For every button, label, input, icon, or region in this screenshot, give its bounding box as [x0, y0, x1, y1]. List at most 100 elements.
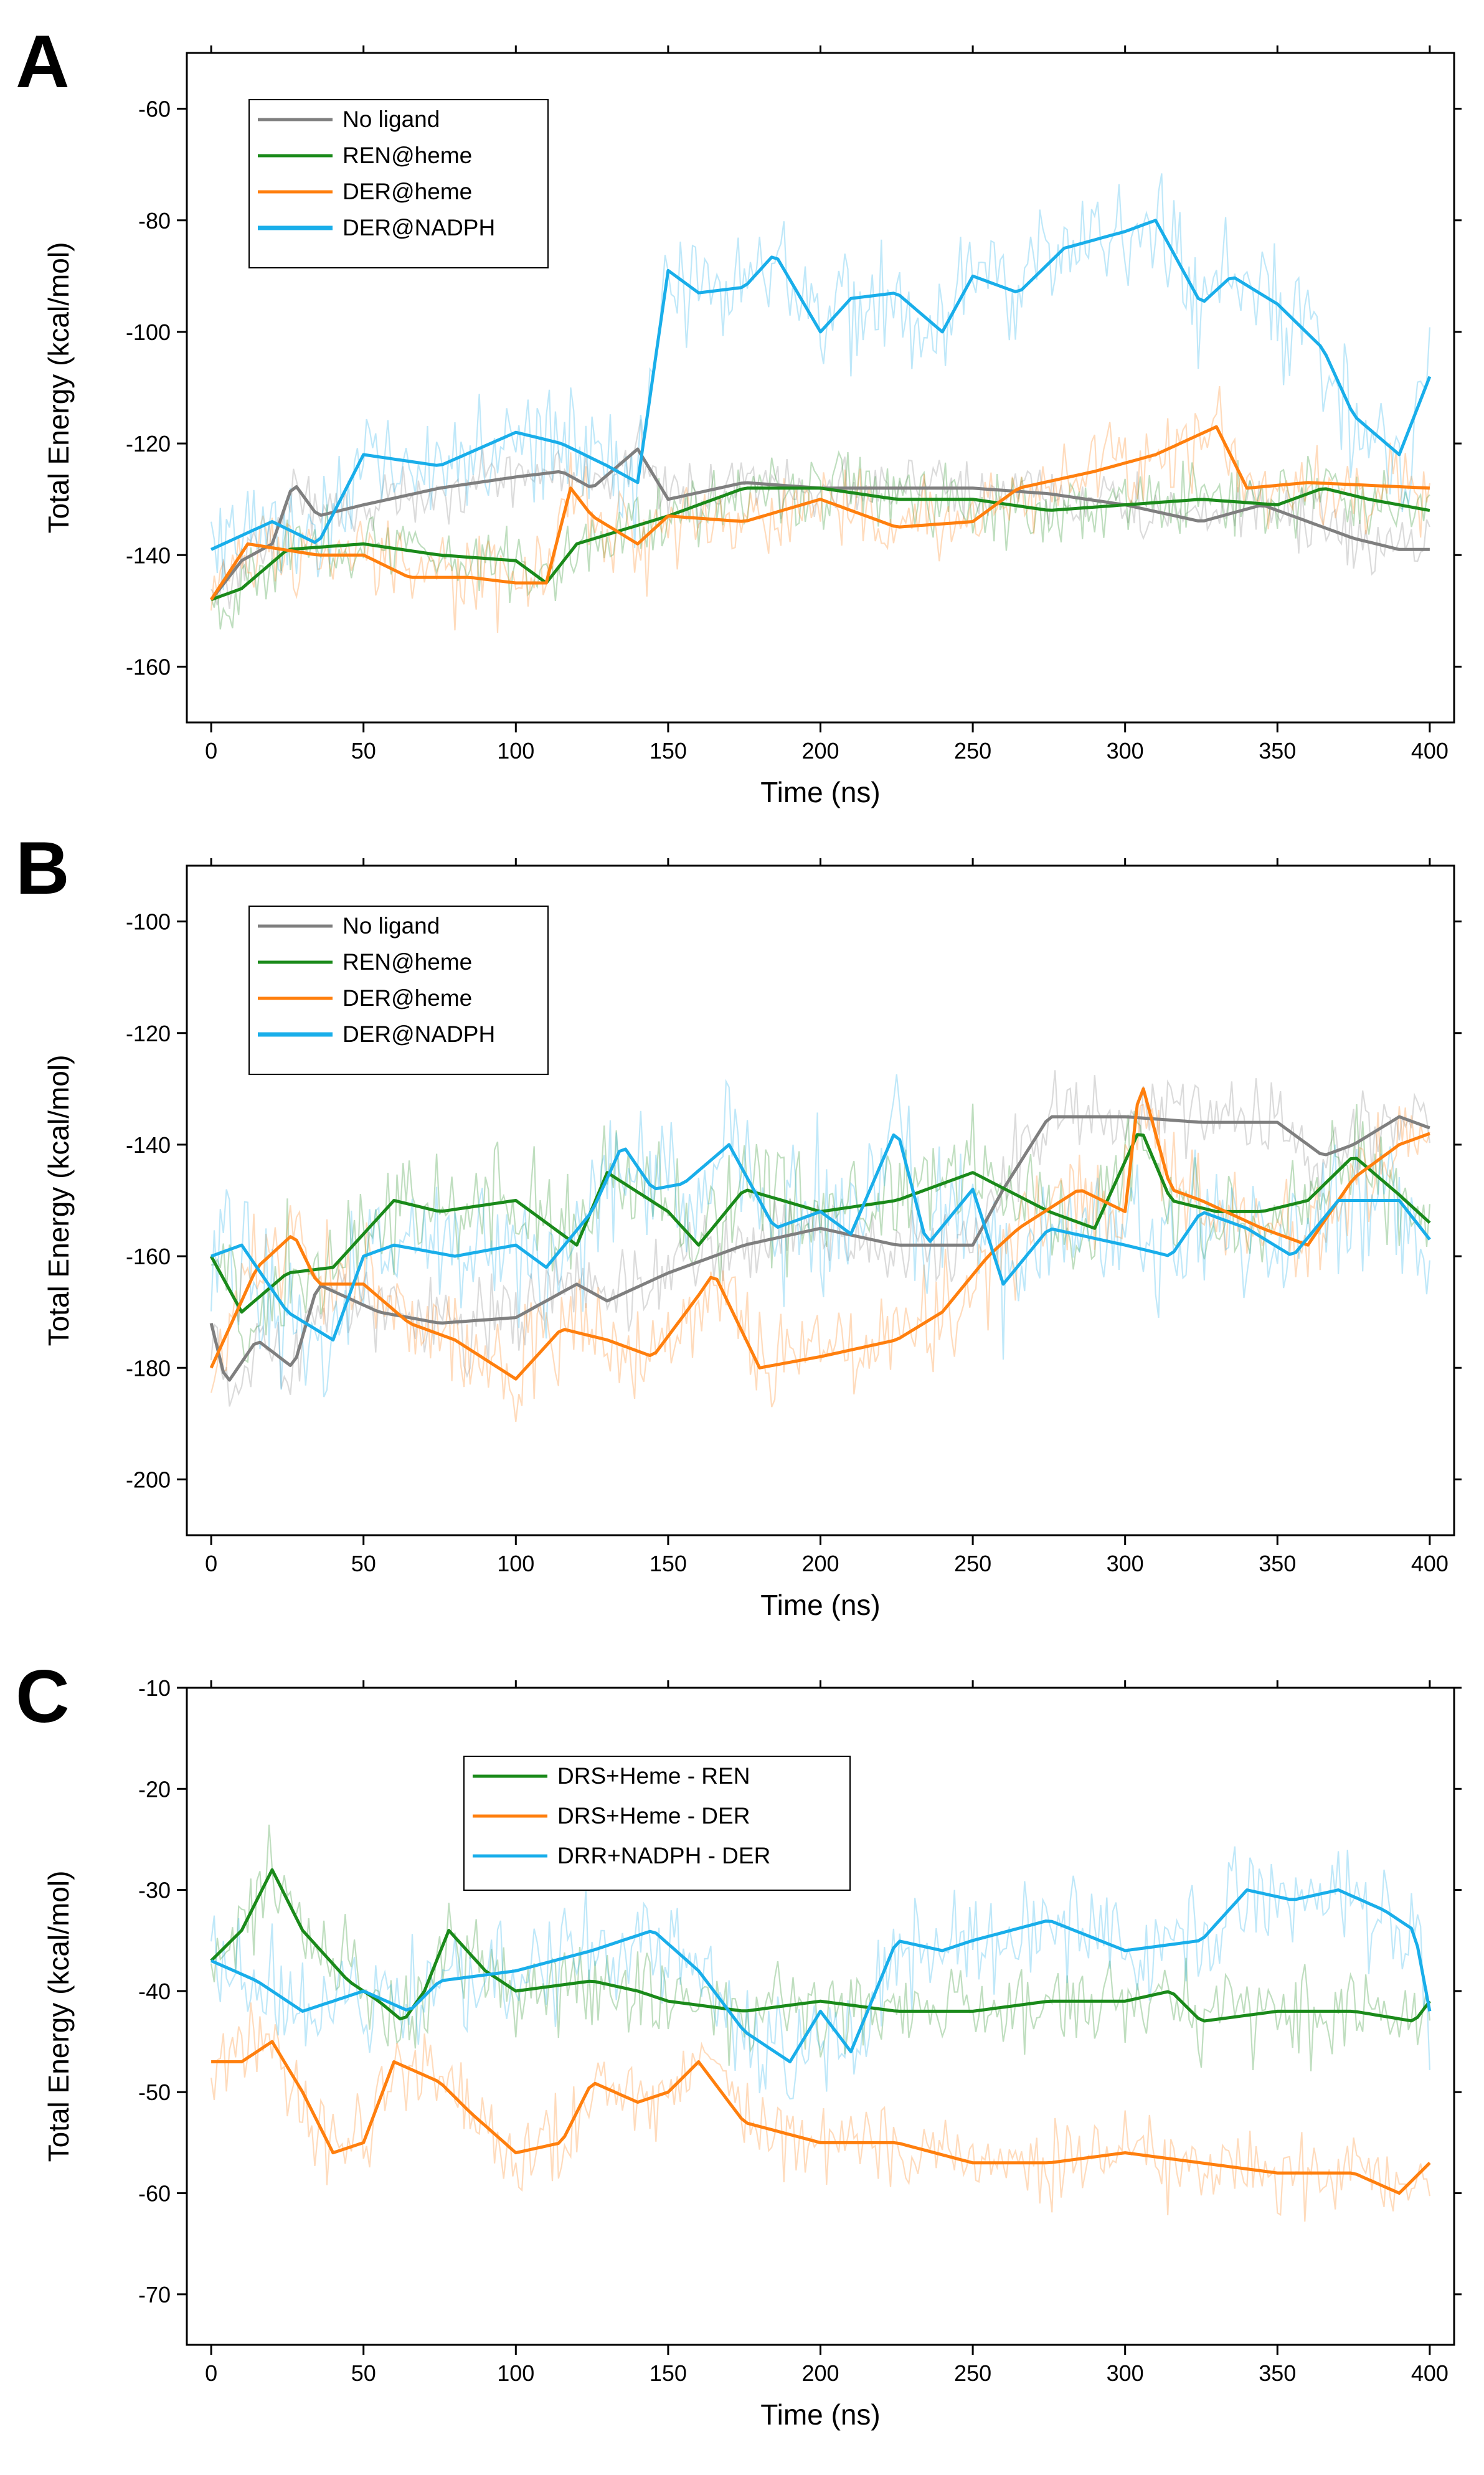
panel-a: A 0 50 100 150 200 250 300 350 400 -160 -140 -120 -10…: [16, 20, 1462, 808]
legend-entry: DRS+Heme - DER: [557, 1803, 750, 1829]
series-line-3: [210, 1888, 1432, 2063]
smoothed-traces: [210, 219, 1432, 602]
y-tick-label: -100: [126, 319, 171, 345]
legend-entry: DER@NADPH: [343, 1021, 495, 1047]
series-line-2: [209, 1133, 1431, 1314]
legend-entry: DER@NADPH: [343, 215, 495, 240]
x-tick-label: 400: [1411, 738, 1449, 764]
raw-trace-1: [210, 1070, 1430, 1407]
series-line-4: [210, 1133, 1431, 1342]
y-tick-label: -120: [126, 1021, 171, 1046]
x-tick-label: 0: [205, 1551, 217, 1576]
x-tick-label: 250: [954, 738, 991, 764]
legend: No ligand REN@heme DER@heme DER@NADPH: [248, 906, 549, 1075]
x-tick-label: 150: [650, 2360, 687, 2386]
panel-letter: A: [16, 20, 70, 103]
raw-trace-2: [210, 2002, 1430, 2222]
x-tick-label: 400: [1411, 1551, 1449, 1576]
legend: DRS+Heme - REN DRS+Heme - DER DRR+NADPH - …: [463, 1756, 851, 1891]
x-tick-label: 200: [801, 738, 839, 764]
raw-trace-2: [210, 1104, 1430, 1363]
raw-trace-4: [210, 173, 1430, 590]
series-line-3: [210, 425, 1430, 601]
y-tick-label: -140: [126, 1132, 171, 1158]
series-line-3: [209, 1087, 1430, 1381]
panel-c: C 0 50 100 150 200 250 300 350 400 -70 -60 -50 -40 -30…: [16, 1655, 1462, 2431]
x-tick-label: 100: [497, 738, 534, 764]
x-tick-label: 50: [351, 2360, 376, 2386]
y-tick-label: -60: [138, 97, 171, 122]
raw-trace-2: [210, 450, 1430, 630]
x-tick-label: 250: [954, 1551, 991, 1576]
x-tick-label: 400: [1411, 2360, 1449, 2386]
legend-entry: No ligand: [343, 106, 440, 132]
y-axis-title: Total Energy (kcal/mol): [42, 1055, 75, 1346]
legend-entry: DER@heme: [343, 179, 472, 204]
smoothed-traces: [209, 1087, 1431, 1382]
smoothed-traces: [210, 1868, 1432, 2195]
legend-box: [248, 99, 549, 268]
y-tick-label: -160: [126, 654, 171, 679]
y-tick-label: -140: [126, 542, 171, 568]
x-axis-title: Time (ns): [760, 776, 881, 808]
legend-entry: DRS+Heme - REN: [557, 1763, 750, 1789]
raw-trace-1: [210, 1824, 1430, 2071]
x-tick-label: 250: [954, 2360, 991, 2386]
x-tick-label: 300: [1107, 738, 1144, 764]
y-axis-title: Total Energy (kcal/mol): [42, 1871, 75, 2162]
raw-traces: [210, 1070, 1430, 1422]
series-line-1: [209, 1115, 1430, 1382]
x-tick-label: 300: [1107, 1551, 1144, 1576]
legend-entry: REN@heme: [343, 949, 472, 975]
x-tick-label: 150: [650, 1551, 687, 1576]
legend-entry: DRR+NADPH - DER: [557, 1843, 770, 1868]
x-tick-label: 50: [351, 738, 376, 764]
y-tick-label: -80: [138, 208, 171, 234]
legend-box: [463, 1756, 851, 1891]
y-axis-title: Total Energy (kcal/mol): [42, 242, 75, 534]
raw-trace-3: [210, 1104, 1430, 1422]
y-tick-label: -30: [138, 1878, 171, 1903]
x-tick-label: 0: [205, 2360, 217, 2386]
legend: No ligand REN@heme DER@heme DER@NADPH: [248, 99, 549, 268]
x-tick-label: 350: [1259, 1551, 1296, 1576]
x-tick-label: 350: [1259, 738, 1296, 764]
series-group: [210, 173, 1432, 633]
legend-entry: REN@heme: [343, 143, 472, 168]
raw-trace-3: [210, 386, 1430, 633]
raw-traces: [210, 173, 1430, 633]
y-tick-label: -120: [126, 431, 171, 457]
y-tick-label: -20: [138, 1776, 171, 1802]
series-group: [209, 1070, 1431, 1422]
y-tick-label: -50: [138, 2080, 171, 2105]
series-group: [210, 1824, 1432, 2222]
series-line-1: [210, 447, 1430, 601]
x-tick-label: 100: [497, 2360, 534, 2386]
raw-trace-4: [210, 1074, 1430, 1398]
legend-entry: DER@heme: [343, 985, 472, 1011]
y-tick-label: -10: [138, 1675, 171, 1701]
x-axis-title: Time (ns): [760, 2398, 881, 2431]
x-tick-label: 350: [1259, 2360, 1296, 2386]
series-line-1: [210, 1868, 1431, 2023]
y-tick-label: -180: [126, 1355, 171, 1381]
x-tick-label: 200: [801, 2360, 839, 2386]
panel-letter: C: [16, 1655, 70, 1738]
panel-letter: B: [16, 826, 70, 910]
y-tick-label: -100: [126, 909, 171, 935]
series-line-2: [210, 486, 1430, 602]
x-tick-label: 300: [1107, 2360, 1144, 2386]
y-tick-label: -60: [138, 2181, 171, 2207]
series-line-2: [211, 2040, 1431, 2195]
raw-trace-3: [210, 1846, 1430, 2100]
y-tick-label: -40: [138, 1979, 171, 2004]
y-tick-label: -160: [126, 1244, 171, 1269]
x-tick-label: 150: [650, 738, 687, 764]
x-tick-label: 50: [351, 1551, 376, 1576]
series-line-4: [210, 219, 1432, 551]
legend-box: [248, 906, 549, 1075]
y-tick-label: -200: [126, 1467, 171, 1492]
x-axis-title: Time (ns): [760, 1589, 881, 1621]
x-tick-label: 100: [497, 1551, 534, 1576]
